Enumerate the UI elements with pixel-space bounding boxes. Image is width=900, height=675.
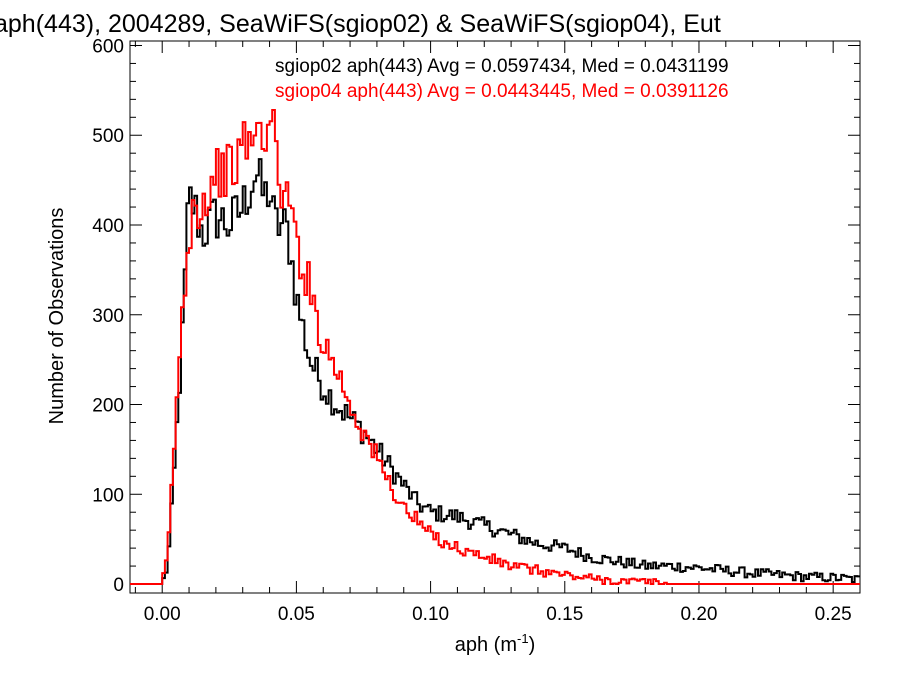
series-lines: [130, 109, 860, 585]
x-axis-label: aph (m-1): [455, 631, 535, 656]
x-tick-label: 0.00: [144, 604, 181, 625]
y-tick-label: 200: [92, 396, 124, 417]
chart-title: aph(443), 2004289, SeaWiFS(sgiop02) & Se…: [0, 10, 721, 38]
plot-frame: [129, 40, 861, 594]
series-line-sgiop04: [130, 109, 860, 585]
y-tick-label: 100: [92, 485, 124, 506]
plot-border: [129, 40, 861, 594]
legend-entry-sgiop04: sgiop04 aph(443) Avg = 0.0443445, Med = …: [275, 81, 729, 102]
x-axis-label-main: aph (m: [455, 634, 517, 656]
axis-ticks: 0.00 0.05 0.10 0.15 0.20 0.25 0 100 200 300 400 500…: [92, 36, 861, 625]
x-axis-label-superscript: -1: [517, 631, 529, 646]
y-tick-label: 0: [113, 575, 124, 596]
series-line-sgiop02: [130, 158, 860, 585]
x-axis-label-close: ): [529, 634, 536, 656]
x-tick-label: 0.25: [815, 604, 852, 625]
x-tick-label: 0.05: [278, 604, 315, 625]
x-tick-label: 0.20: [680, 604, 717, 625]
x-tick-label: 0.10: [412, 604, 449, 625]
y-axis-label: Number of Observations: [46, 208, 68, 425]
legend: sgiop02 aph(443) Avg = 0.0597434, Med = …: [275, 56, 729, 102]
y-tick-label: 400: [92, 216, 124, 237]
y-tick-label: 600: [92, 36, 124, 57]
y-tick-label: 300: [92, 306, 124, 327]
legend-entry-sgiop02: sgiop02 aph(443) Avg = 0.0597434, Med = …: [275, 56, 729, 77]
x-tick-label: 0.15: [546, 604, 583, 625]
y-tick-label: 500: [92, 126, 124, 147]
